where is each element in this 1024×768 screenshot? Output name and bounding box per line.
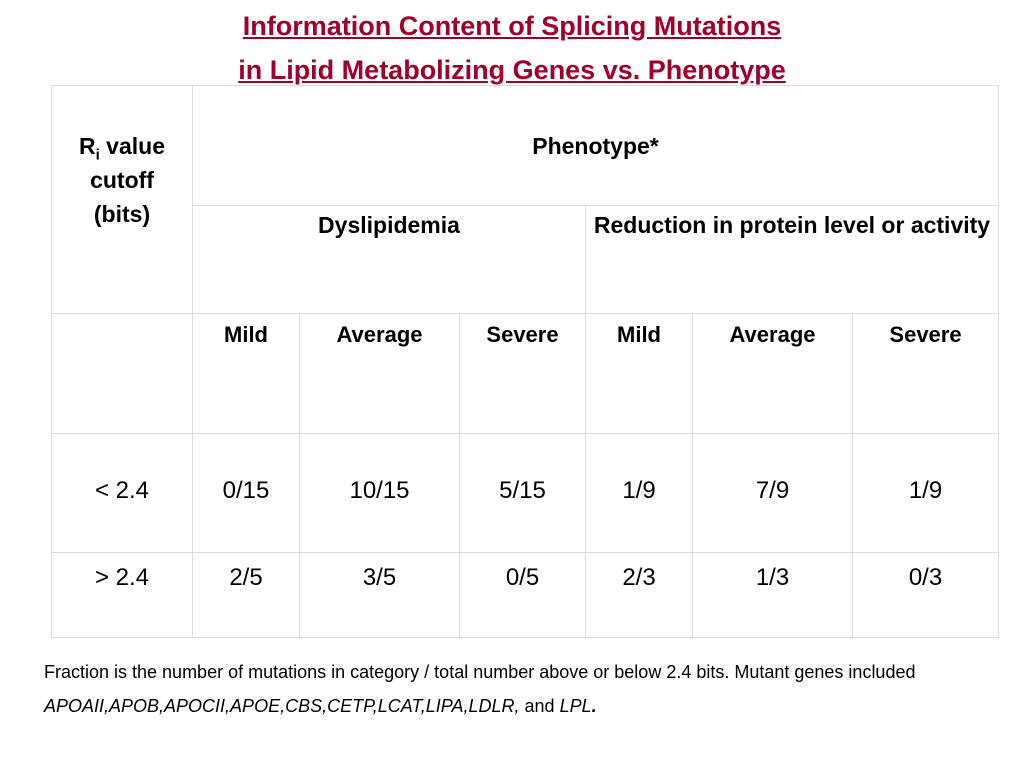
footnote-last-gene: LPL [559, 696, 592, 716]
severity-mild: Mild [192, 313, 300, 434]
title-line-2: in Lipid Metabolizing Genes vs. Phenotyp… [238, 55, 786, 85]
title-line-1: Information Content of Splicing Mutation… [242, 11, 782, 41]
phenotype-header: Phenotype* [192, 85, 999, 206]
footnote-period: . [591, 696, 597, 716]
footnote: Fraction is the number of mutations in c… [44, 655, 1004, 723]
empty-cell [51, 313, 193, 434]
group-dyslipidemia: Dyslipidemia [192, 205, 586, 314]
slide-title: Information Content of Splicing Mutation… [0, 4, 1024, 92]
value-cell: 10/15 [299, 433, 460, 553]
footnote-text: Fraction is the number of mutations in c… [44, 662, 916, 682]
severity-average: Average [692, 313, 853, 434]
value-cell: 1/9 [585, 433, 693, 553]
cutoff-cell: < 2.4 [51, 433, 193, 553]
severity-severe: Severe [459, 313, 586, 434]
severity-severe: Severe [852, 313, 999, 434]
group-reduction: Reduction in protein level or activity [585, 205, 999, 314]
cutoff-cell: > 2.4 [51, 552, 193, 638]
value-cell: 2/3 [585, 552, 693, 638]
value-cell: 0/5 [459, 552, 586, 638]
footnote-and: and [519, 696, 560, 716]
footnote-genes: APOAII,APOB,APOCII,APOE,CBS,CETP,LCAT,LI… [44, 696, 520, 716]
ri-cutoff-header: Ri value cutoff (bits) [51, 85, 193, 314]
value-cell: 2/5 [192, 552, 300, 638]
severity-average: Average [299, 313, 460, 434]
value-cell: 0/3 [852, 552, 999, 638]
value-cell: 0/15 [192, 433, 300, 553]
value-cell: 7/9 [692, 433, 853, 553]
table-row: < 2.4 0/15 10/15 5/15 1/9 7/9 1/9 [51, 433, 999, 553]
value-cell: 3/5 [299, 552, 460, 638]
value-cell: 1/9 [852, 433, 999, 553]
value-cell: 1/3 [692, 552, 853, 638]
table-row: > 2.4 2/5 3/5 0/5 2/3 1/3 0/3 [51, 552, 999, 638]
severity-row: Mild Average Severe Mild Average Severe [51, 313, 999, 434]
severity-mild: Mild [585, 313, 693, 434]
results-table: Ri value cutoff (bits) Phenotype* Dyslip… [51, 85, 999, 638]
value-cell: 5/15 [459, 433, 586, 553]
